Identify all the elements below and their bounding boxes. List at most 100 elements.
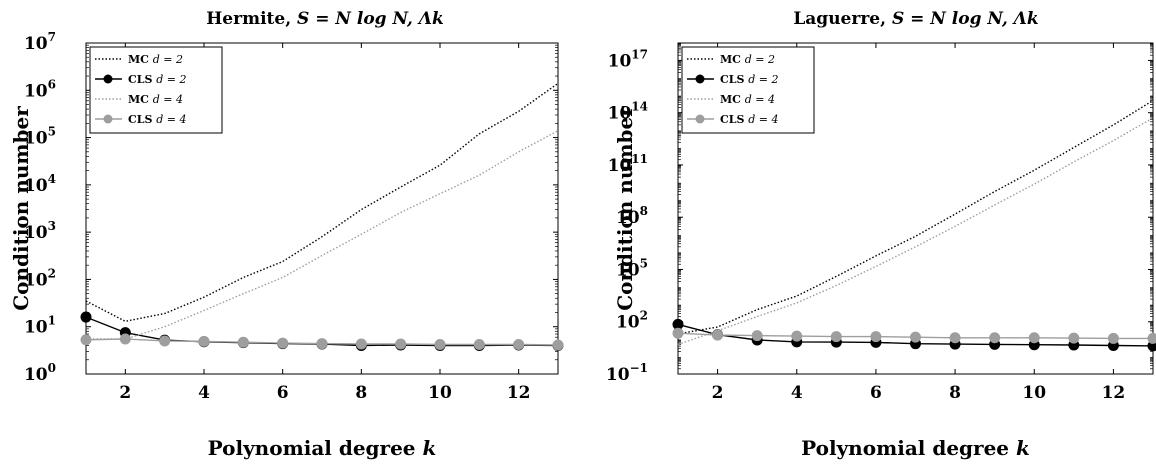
x-tick-label: 2 — [119, 383, 131, 403]
y-tick-base: 10 — [608, 156, 632, 176]
y-tick-exponent: 2 — [48, 266, 56, 280]
x-tick-label: 10 — [1022, 383, 1046, 403]
y-tick-base: 10 — [616, 260, 640, 280]
data-point — [910, 331, 921, 343]
data-point — [434, 339, 446, 351]
legend-label-3: MC d = 4 — [720, 93, 775, 106]
y-tick-exponent: 1 — [48, 314, 56, 328]
chart-title-math: S = N log N, Λk — [297, 9, 444, 29]
y-tick-exponent: 3 — [48, 219, 56, 233]
y-tick-exponent: 8 — [640, 204, 648, 218]
x-tick-label: 12 — [507, 383, 531, 403]
y-tick-base: 10 — [24, 270, 48, 290]
chart-title-name: Hermite, — [206, 9, 297, 29]
legend-marker — [103, 74, 113, 84]
legend-label-3: MC d = 4 — [128, 93, 183, 106]
y-axis-label: Condition number — [613, 106, 637, 311]
data-point — [791, 330, 803, 342]
chart-panel-1: Hermite, S = N log N, Λk2 4 6 8 10 1210010110… — [9, 9, 564, 460]
legend-marker — [695, 114, 705, 124]
data-point — [198, 335, 210, 347]
chart-title: Laguerre, S = N log N, Λk — [793, 9, 1038, 29]
legend-label-dim: d = 4 — [153, 93, 183, 106]
legend-label-method: MC — [128, 93, 153, 106]
data-point — [316, 338, 328, 350]
x-tick-label: 8 — [949, 383, 961, 403]
y-tick-label: 1014 — [608, 100, 648, 124]
legend-label-2: CLS d = 2 — [720, 73, 779, 86]
data-point — [395, 338, 407, 350]
legend-label-method: MC — [720, 53, 745, 66]
legend-label-dim: d = 2 — [748, 73, 778, 86]
y-tick-label: 1011 — [608, 152, 648, 176]
legend-label-dim: d = 2 — [156, 73, 186, 86]
x-tick-label: 4 — [791, 383, 803, 403]
y-tick-base: 10 — [616, 313, 640, 333]
y-tick-base: 10 — [24, 34, 48, 54]
x-tick-label: 4 — [198, 383, 210, 403]
legend-label-method: MC — [720, 93, 745, 106]
y-tick-exponent: 4 — [48, 172, 56, 186]
x-axis-label-var: k — [1016, 436, 1030, 460]
chart-panel-2: Laguerre, S = N log N, Λk2 4 6 8 10 1210−1102… — [606, 9, 1156, 460]
chart-title-math: S = N log N, Λk — [892, 9, 1039, 29]
y-tick-label: 105 — [24, 125, 56, 149]
y-tick-label: 101 — [24, 314, 56, 338]
y-tick-label: 105 — [616, 256, 648, 280]
y-tick-label: 108 — [616, 204, 648, 228]
x-tick-label: 8 — [355, 383, 367, 403]
y-tick-label: 104 — [24, 172, 56, 196]
y-tick-exponent: 0 — [48, 361, 56, 375]
chart-title: Hermite, S = N log N, Λk — [206, 9, 443, 29]
y-tick-exponent: 14 — [631, 100, 648, 114]
y-tick-label: 102 — [616, 309, 648, 333]
data-point — [355, 338, 367, 350]
series-line-3 — [86, 130, 559, 340]
legend-label-dim: d = 2 — [153, 53, 183, 66]
y-tick-label: 106 — [24, 77, 56, 101]
legend-label-dim: d = 4 — [156, 113, 186, 126]
series-line-1 — [677, 99, 1154, 335]
data-point — [870, 331, 882, 343]
data-point — [513, 339, 525, 351]
data-point — [1107, 332, 1119, 344]
plot-frame — [85, 42, 559, 375]
legend-label-method: CLS — [128, 73, 156, 86]
legend-label-dim: d = 4 — [745, 93, 775, 106]
y-tick-base: 10 — [616, 208, 640, 228]
y-tick-base: 10 — [24, 365, 48, 385]
y-tick-exponent: 5 — [48, 125, 56, 139]
y-tick-base: 10 — [24, 223, 48, 243]
series-line-1 — [85, 82, 559, 323]
x-tick-label: 2 — [712, 383, 724, 403]
data-point — [1147, 332, 1156, 344]
legend-label-method: MC — [128, 53, 153, 66]
legend-label-4: CLS d = 4 — [128, 113, 187, 126]
legend-marker — [695, 74, 705, 84]
legend-label-method: CLS — [128, 113, 156, 126]
x-tick-label: 6 — [277, 383, 289, 403]
y-tick-label: 1017 — [608, 47, 648, 71]
data-point — [751, 330, 763, 342]
y-axis-label: Condition number — [9, 106, 33, 311]
x-axis-label: Polynomial degree k — [801, 436, 1030, 460]
y-tick-exponent: 7 — [48, 30, 56, 44]
y-tick-base: 10 — [24, 129, 48, 149]
legend-label-method: CLS — [720, 73, 748, 86]
y-tick-exponent: 6 — [48, 77, 56, 91]
y-tick-label: 10−1 — [606, 361, 648, 385]
data-point — [159, 335, 171, 347]
x-axis-label-text: Polynomial degree — [208, 436, 423, 460]
data-point — [473, 339, 485, 351]
data-point — [237, 336, 249, 348]
chart-title-name: Laguerre, — [793, 9, 892, 29]
y-tick-exponent: 2 — [640, 309, 648, 323]
data-point — [830, 331, 842, 343]
y-tick-exponent: −1 — [630, 361, 648, 375]
data-point — [989, 332, 1001, 344]
legend-label-1: MC d = 2 — [720, 53, 775, 66]
legend-label-dim: d = 2 — [745, 53, 775, 66]
